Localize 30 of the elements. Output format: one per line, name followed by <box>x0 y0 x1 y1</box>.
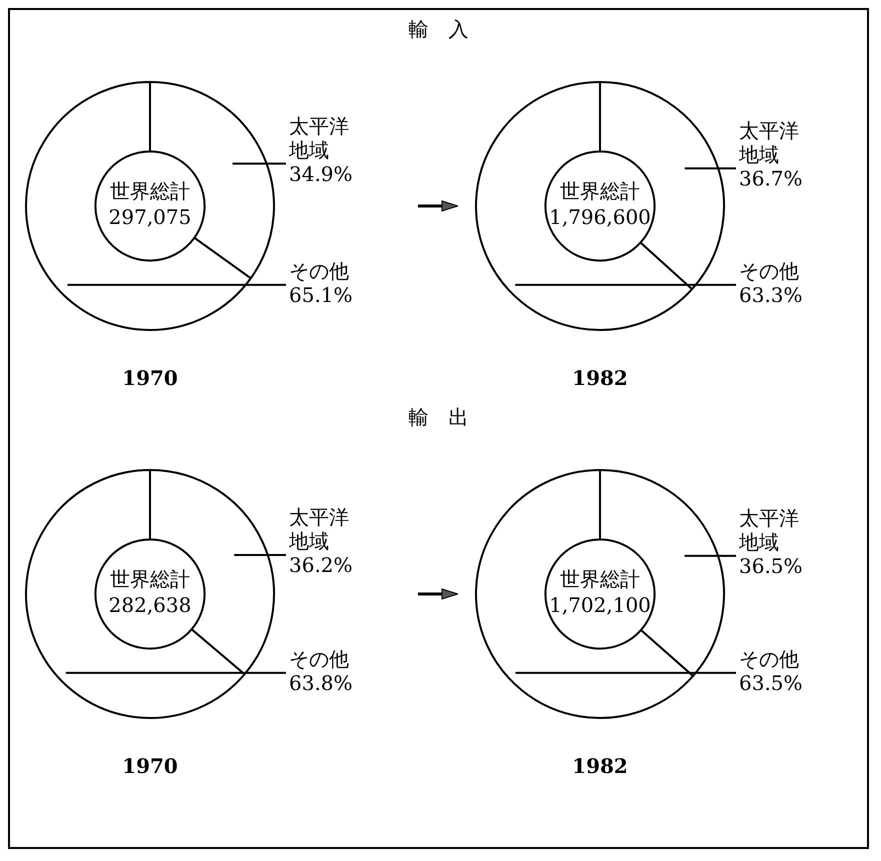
text: 1982 <box>571 366 629 390</box>
text: 輸 出 <box>408 404 470 431</box>
text: 世界総計 <box>110 567 190 592</box>
text: 1,796,600 <box>549 205 651 230</box>
text: 1,702,100 <box>549 593 651 618</box>
data-label: 65.1% <box>289 283 353 308</box>
data-label: 36.2% <box>289 553 353 578</box>
slice-label: 太平洋地域 <box>288 114 349 162</box>
text: 世界総計 <box>110 179 190 204</box>
data-label: 36.7% <box>739 166 803 191</box>
text: 世界総計 <box>560 179 640 204</box>
slice-label: 太平洋地域 <box>288 505 349 554</box>
data-label: 63.3% <box>739 283 803 308</box>
text: 282,638 <box>108 593 192 618</box>
data-label: 63.5% <box>739 671 803 696</box>
data-label: 63.8% <box>289 671 353 696</box>
text: 1982 <box>571 754 629 778</box>
data-label: 34.9% <box>289 162 353 186</box>
text: 297,075 <box>108 205 192 230</box>
data-label: 36.5% <box>739 554 803 578</box>
text: 1970 <box>121 366 179 390</box>
slice-label: その他 <box>739 259 799 284</box>
slice-label: その他 <box>289 647 349 672</box>
text: 世界総計 <box>560 567 640 592</box>
slice-label: その他 <box>289 259 349 284</box>
text: 輸 入 <box>408 16 470 43</box>
slice-label: その他 <box>739 647 799 672</box>
slice-label: 太平洋地域 <box>738 118 799 167</box>
slice-label: 太平洋地域 <box>738 506 799 554</box>
text: 1970 <box>121 754 179 778</box>
